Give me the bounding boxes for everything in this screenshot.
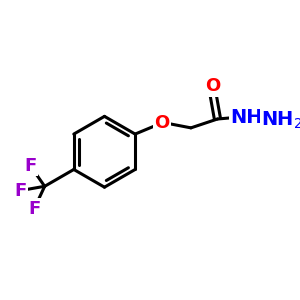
Text: O: O [154, 114, 169, 132]
Text: F: F [24, 157, 37, 175]
Text: NH: NH [230, 108, 263, 127]
Text: NH$_2$: NH$_2$ [261, 109, 300, 130]
Text: F: F [14, 182, 26, 200]
Text: F: F [28, 200, 40, 218]
Text: O: O [206, 77, 221, 95]
